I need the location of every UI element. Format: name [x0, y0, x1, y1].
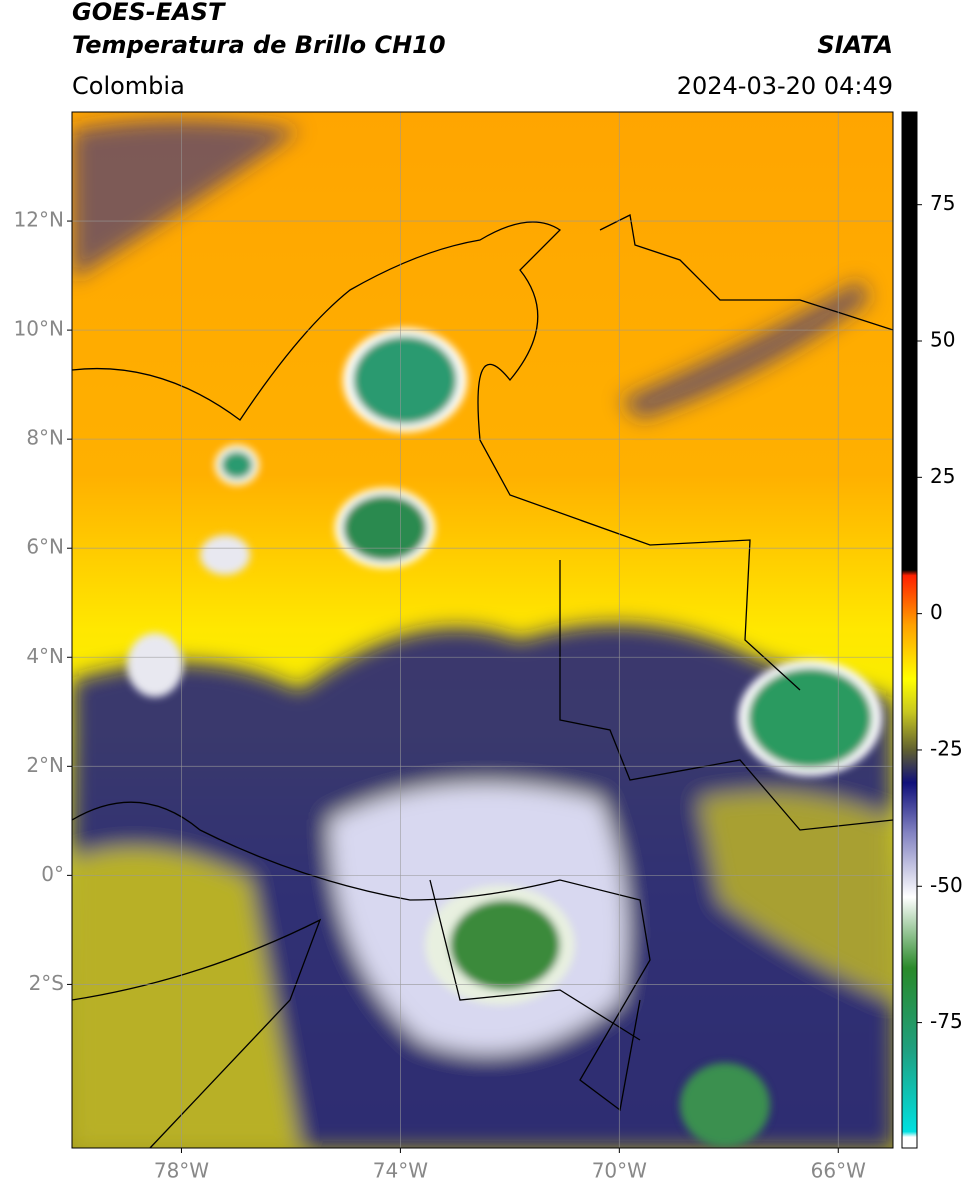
- y-tick-label: 8°N: [26, 426, 64, 450]
- colorbar-tick-label: -75: [930, 1009, 963, 1033]
- colorbar-tick-label: -25: [930, 736, 963, 760]
- timestamp: 2024-03-20 04:49: [677, 72, 893, 100]
- colorbar-tick-label: 75: [930, 191, 955, 215]
- subtitle: Temperatura de Brillo CH10: [72, 31, 446, 59]
- title: GOES-EAST: [72, 0, 226, 26]
- y-tick-label: 4°N: [26, 644, 64, 668]
- y-tick-label: 2°N: [26, 753, 64, 777]
- grid: [72, 112, 893, 1148]
- x-tick-label: 78°W: [154, 1159, 209, 1183]
- x-tick-label: 74°W: [373, 1159, 428, 1183]
- colorbar-tick-label: -50: [930, 873, 963, 897]
- x-tick-label: 70°W: [592, 1159, 647, 1183]
- colorbar-tick-label: 25: [930, 464, 955, 488]
- y-tick-label: 2°S: [29, 971, 64, 995]
- colorbar: [901, 111, 918, 1149]
- colorbar-tick-label: 50: [930, 328, 955, 352]
- colorbar-tick-label: 0: [930, 600, 943, 624]
- map-frame: [71, 111, 894, 1149]
- region: Colombia: [72, 72, 185, 100]
- y-tick-label: 0°: [41, 862, 64, 886]
- source: SIATA: [817, 31, 893, 59]
- x-tick-label: 66°W: [811, 1159, 866, 1183]
- y-tick-label: 10°N: [14, 317, 64, 341]
- y-tick-label: 12°N: [14, 208, 64, 232]
- satellite-image: [72, 112, 893, 1148]
- y-tick-label: 6°N: [26, 535, 64, 559]
